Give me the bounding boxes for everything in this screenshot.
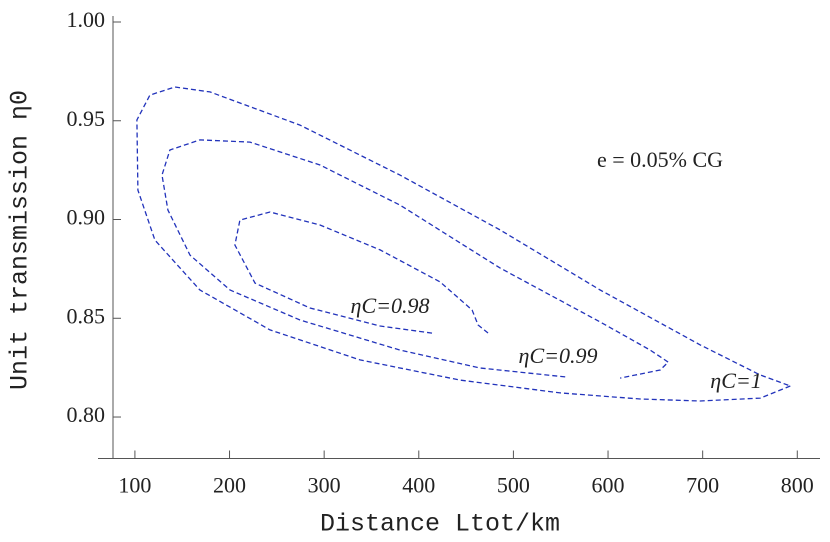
- contour-label: ηC=1: [710, 368, 761, 393]
- y-tick-label: 0.95: [67, 106, 106, 131]
- contour-line: [161, 139, 670, 379]
- y-tick-label: 0.85: [67, 303, 106, 328]
- y-axis-title: Unit transmission η0: [6, 90, 35, 390]
- x-tick-label: 500: [497, 473, 530, 498]
- y-tick-label: 1.00: [67, 7, 106, 32]
- x-tick-label: 200: [213, 473, 246, 498]
- annotation: e = 0.05% CG: [597, 147, 723, 172]
- x-tick-label: 400: [402, 473, 435, 498]
- contour-line: [136, 86, 791, 402]
- x-tick-label: 700: [686, 473, 719, 498]
- x-tick-label: 100: [118, 473, 151, 498]
- x-tick-label: 300: [308, 473, 341, 498]
- x-axis-title: Distance Ltot/km: [320, 510, 560, 539]
- contour-label: ηC=0.98: [351, 293, 430, 318]
- y-tick-label: 0.80: [67, 402, 106, 427]
- x-tick-label: 600: [592, 473, 625, 498]
- contour-label: ηC=0.99: [519, 343, 598, 368]
- y-tick-label: 0.90: [67, 205, 106, 230]
- contour-line: [234, 211, 489, 334]
- x-tick-label: 800: [781, 473, 814, 498]
